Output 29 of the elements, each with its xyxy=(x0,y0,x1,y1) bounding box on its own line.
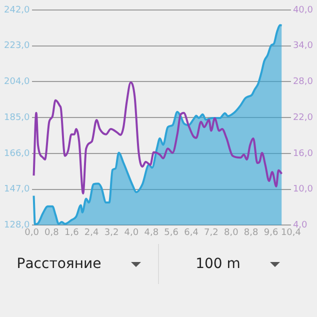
x-tick-label: 4,8 xyxy=(144,228,159,238)
x-tick-label: 0,8 xyxy=(44,228,60,238)
x-tick-label: 8,0 xyxy=(224,228,239,238)
y-tick-label: 223,0 xyxy=(4,41,30,52)
y-tick-label: 166,0 xyxy=(4,148,30,159)
text: 100 m xyxy=(196,256,240,272)
y2-tick-label: 10,0 xyxy=(292,184,314,195)
y-tick-label: 147,0 xyxy=(4,184,30,195)
y-tick-label: 204,0 xyxy=(4,77,30,88)
x-tick-label: 5,6 xyxy=(164,228,179,238)
x-tick-label: 6,4 xyxy=(184,228,199,238)
y2-tick-label: 28,0 xyxy=(292,77,314,88)
x-tick-label: 7,2 xyxy=(204,228,218,238)
x-tick-label: 0,0 xyxy=(24,228,40,238)
line-series xyxy=(32,81,283,195)
y2-tick-label: 40,0 xyxy=(292,5,314,16)
x-tick-label: 9,6 xyxy=(264,228,278,238)
x-tick-label: 3,2 xyxy=(104,228,119,238)
x-tick-label: 10,4 xyxy=(280,228,302,238)
y2-tick-label: 22,0 xyxy=(292,112,314,123)
x-tick-label: 4,0 xyxy=(124,228,139,238)
y2-tick-label: 34,0 xyxy=(292,41,314,52)
x-tick-label: 1,6 xyxy=(64,228,80,238)
y2-tick-label: 16,0 xyxy=(292,148,314,159)
x-tick-label: 8,8 xyxy=(244,228,259,238)
text: Расстояние xyxy=(16,256,102,272)
y-tick-label: 242,0 xyxy=(4,5,30,16)
y-tick-label: 185,0 xyxy=(4,112,30,123)
x-tick-label: 2,4 xyxy=(84,228,99,238)
